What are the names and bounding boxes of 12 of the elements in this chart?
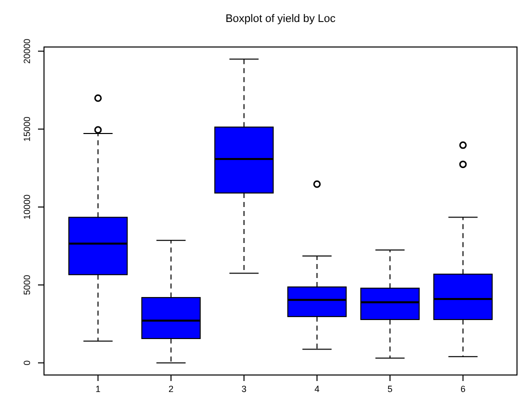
x-tick-label: 2: [168, 384, 174, 394]
x-tick-label: 3: [241, 384, 247, 394]
y-tick-label: 15000: [22, 116, 32, 142]
y-tick-label: 5000: [22, 274, 32, 295]
x-tick-label: 5: [387, 384, 392, 394]
x-tick-label: 6: [460, 384, 466, 394]
y-tick-label: 0: [22, 360, 32, 366]
x-tick-label: 1: [96, 384, 101, 394]
y-tick-label: 10000: [22, 194, 32, 220]
x-tick-label: 4: [314, 384, 320, 394]
chart-title: Boxplot of yield by Loc: [225, 13, 336, 25]
y-tick-label: 20000: [22, 38, 32, 64]
